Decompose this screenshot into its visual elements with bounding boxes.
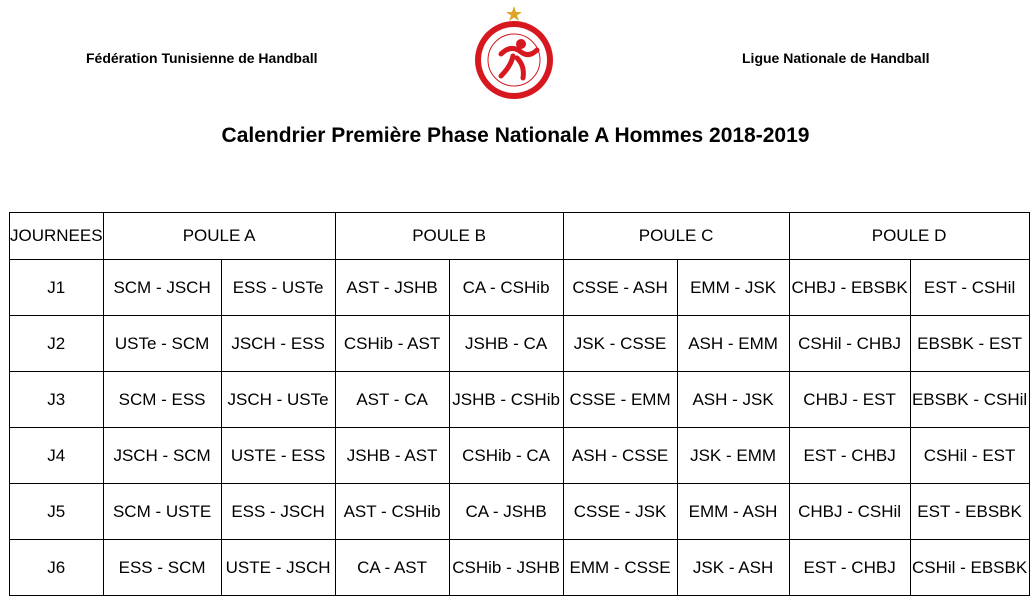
match-cell: CSHib - AST xyxy=(334,315,450,372)
match-cell: JSK - EMM xyxy=(676,427,790,484)
day-cell: J5 xyxy=(9,483,104,540)
match-cell: EBSBK - CSHil xyxy=(909,371,1030,428)
header-poule-c: POULE C xyxy=(562,212,790,260)
match-cell: USTe - SCM xyxy=(102,315,222,372)
table-row: J5 SCM - USTE ESS - JSCH AST - CSHib CA … xyxy=(9,483,1030,540)
match-cell: ASH - EMM xyxy=(676,315,790,372)
match-cell: JSK - ASH xyxy=(676,539,790,596)
match-cell: EMM - CSSE xyxy=(562,539,678,596)
star-icon xyxy=(506,6,522,21)
page-title: Calendrier Première Phase Nationale A Ho… xyxy=(221,124,810,147)
match-cell: CSSE - ASH xyxy=(562,259,678,316)
match-cell: AST - CSHib xyxy=(334,483,450,540)
schedule-table: JOURNEES POULE A POULE B POULE C POULE D… xyxy=(9,212,1030,596)
match-cell: CHBJ - EBSBK xyxy=(788,259,911,316)
table-row: J2 USTe - SCM JSCH - ESS CSHib - AST JSH… xyxy=(9,315,1030,372)
match-cell: CSHil - EBSBK xyxy=(909,539,1030,596)
day-cell: J4 xyxy=(9,427,104,484)
league-name: Ligue Nationale de Handball xyxy=(742,50,930,66)
table-header-row: JOURNEES POULE A POULE B POULE C POULE D xyxy=(9,212,1030,260)
day-cell: J3 xyxy=(9,371,104,428)
match-cell: CSHil - CHBJ xyxy=(788,315,911,372)
match-cell: EMM - ASH xyxy=(676,483,790,540)
table-row: J3 SCM - ESS JSCH - USTe AST - CA JSHB -… xyxy=(9,371,1030,428)
match-cell: ASH - JSK xyxy=(676,371,790,428)
match-cell: EST - CHBJ xyxy=(788,539,911,596)
match-cell: ESS - SCM xyxy=(102,539,222,596)
match-cell: ASH - CSSE xyxy=(562,427,678,484)
day-cell: J2 xyxy=(9,315,104,372)
match-cell: USTE - JSCH xyxy=(220,539,336,596)
match-cell: CSHib - CA xyxy=(448,427,564,484)
match-cell: JSCH - SCM xyxy=(102,427,222,484)
match-cell: ESS - USTe xyxy=(220,259,336,316)
match-cell: JSCH - ESS xyxy=(220,315,336,372)
match-cell: EBSBK - EST xyxy=(909,315,1030,372)
table-row: J6 ESS - SCM USTE - JSCH CA - AST CSHib … xyxy=(9,539,1030,596)
header-journees: JOURNEES xyxy=(9,212,104,260)
table-row: J4 JSCH - SCM USTE - ESS JSHB - AST CSHi… xyxy=(9,427,1030,484)
match-cell: CSSE - JSK xyxy=(562,483,678,540)
day-cell: J1 xyxy=(9,259,104,316)
match-cell: AST - CA xyxy=(334,371,450,428)
match-cell: JSHB - CSHib xyxy=(448,371,564,428)
match-cell: JSHB - CA xyxy=(448,315,564,372)
match-cell: JSHB - AST xyxy=(334,427,450,484)
match-cell: ESS - JSCH xyxy=(220,483,336,540)
match-cell: SCM - USTE xyxy=(102,483,222,540)
match-cell: SCM - JSCH xyxy=(102,259,222,316)
match-cell: CSHib - JSHB xyxy=(448,539,564,596)
match-cell: CA - JSHB xyxy=(448,483,564,540)
match-cell: EST - EBSBK xyxy=(909,483,1030,540)
match-cell: SCM - ESS xyxy=(102,371,222,428)
day-cell: J6 xyxy=(9,539,104,596)
match-cell: JSK - CSSE xyxy=(562,315,678,372)
match-cell: AST - JSHB xyxy=(334,259,450,316)
match-cell: CSSE - EMM xyxy=(562,371,678,428)
match-cell: CHBJ - CSHil xyxy=(788,483,911,540)
match-cell: JSCH - USTe xyxy=(220,371,336,428)
match-cell: EST - CSHil xyxy=(909,259,1030,316)
match-cell: EST - CHBJ xyxy=(788,427,911,484)
match-cell: CA - AST xyxy=(334,539,450,596)
match-cell: EMM - JSK xyxy=(676,259,790,316)
federation-name: Fédération Tunisienne de Handball xyxy=(86,50,318,66)
match-cell: CHBJ - EST xyxy=(788,371,911,428)
match-cell: USTE - ESS xyxy=(220,427,336,484)
match-cell: CSHil - EST xyxy=(909,427,1030,484)
federation-logo xyxy=(475,6,553,99)
header-poule-b: POULE B xyxy=(334,212,564,260)
match-cell: CA - CSHib xyxy=(448,259,564,316)
header-poule-d: POULE D xyxy=(788,212,1030,260)
table-row: J1 SCM - JSCH ESS - USTe AST - JSHB CA -… xyxy=(9,259,1030,316)
header-poule-a: POULE A xyxy=(102,212,336,260)
